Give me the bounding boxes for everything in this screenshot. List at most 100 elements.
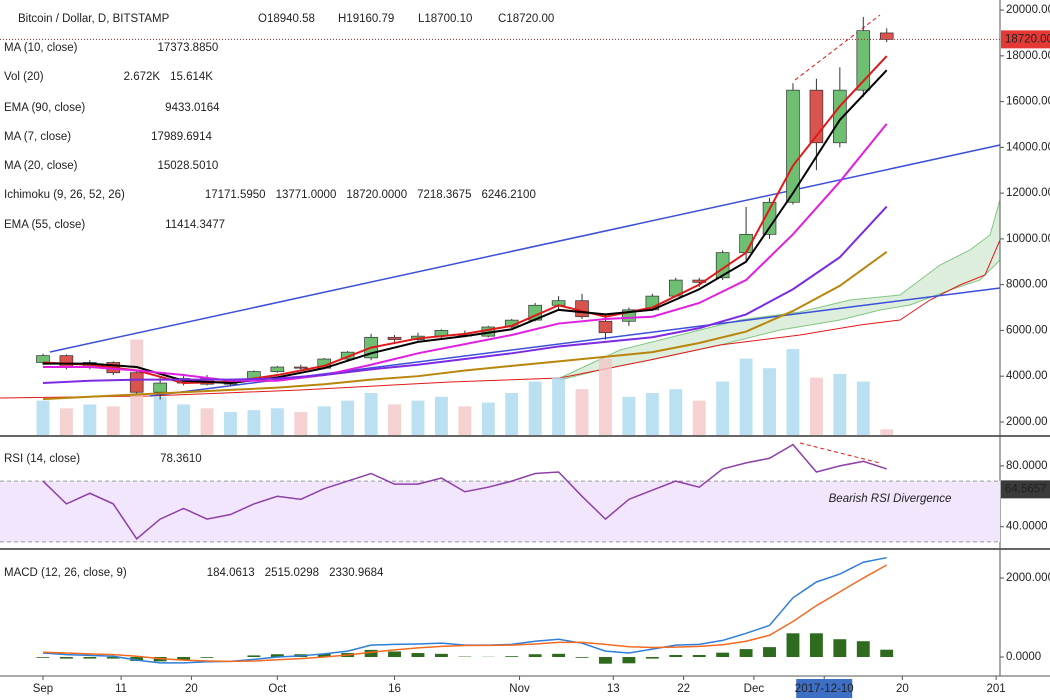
legend-label: MA (10, close): [4, 42, 78, 54]
candle-body: [387, 336, 402, 340]
volume-bar: [505, 393, 519, 435]
volume-bar: [692, 400, 706, 435]
histogram-bar: [880, 649, 894, 657]
volume-bar: [833, 373, 847, 435]
volume-bar: [224, 412, 237, 435]
candle-body: [59, 355, 74, 368]
volume-bar: [270, 408, 284, 435]
divergence-line: [794, 14, 881, 81]
legend-value: 184.0613: [207, 567, 255, 579]
histogram-bar: [809, 633, 823, 657]
plot-layer: 2000.00 4000.00 6000.00 8000.00 10000.00 1200…: [0, 4, 1050, 698]
candle-body: [270, 366, 285, 372]
volume-bar: [552, 377, 566, 435]
moving-average: [42, 123, 888, 382]
rsi-tag: [1001, 480, 1050, 499]
histogram-bar: [645, 656, 659, 659]
volume-bar: [177, 404, 191, 435]
y-tick-label: 80.0000: [1006, 460, 1048, 472]
y-tick-label: 18000.00: [1006, 50, 1050, 62]
volume-bar: [809, 377, 823, 435]
volume-bar: [83, 404, 97, 435]
histogram-bar: [692, 655, 706, 657]
histogram-bar: [434, 653, 448, 657]
ohlc-close: C18720.00: [498, 13, 554, 25]
histogram-bar: [270, 654, 284, 657]
volume-bar: [294, 412, 308, 435]
legend-label: EMA (55, close): [4, 219, 85, 231]
y-tick-label: 8000.00: [1006, 279, 1048, 291]
histogram-bar: [200, 656, 214, 658]
candle-body: [879, 32, 894, 40]
volume-bar: [341, 400, 355, 435]
volume-bar: [856, 381, 870, 435]
volume-bar: [739, 358, 753, 435]
last-price-tag: [1001, 30, 1050, 49]
histogram-bar: [364, 649, 378, 657]
candle-body: [129, 372, 144, 393]
annotation: Bearish RSI Divergence: [829, 493, 952, 505]
moving-average: [42, 69, 888, 385]
volume-bar: [36, 400, 50, 435]
legend-value: 2.672K: [124, 71, 161, 83]
candle-body: [598, 320, 613, 334]
x-tick-label: 2017-12-10: [795, 683, 854, 695]
histogram-bar: [669, 655, 683, 657]
candle-body: [153, 382, 167, 393]
volume-bar: [364, 393, 378, 435]
legend-value: 9433.0164: [165, 102, 220, 114]
histogram-bar: [856, 641, 870, 657]
x-tick-label: 20: [185, 683, 198, 695]
volume-bar: [434, 396, 448, 435]
volume-bar: [645, 393, 659, 435]
histogram-bar: [786, 633, 800, 657]
legend-value: 15028.5010: [158, 160, 219, 172]
x-tick-label: Oct: [268, 683, 287, 695]
legend-label: Vol (20): [4, 71, 44, 83]
candle-body: [856, 30, 871, 91]
ohlc-low: L18700.10: [418, 13, 472, 25]
moving-average: [42, 251, 888, 401]
rsi-tag-label: 64.5657: [1005, 483, 1047, 495]
legend-value: 13771.0000: [276, 189, 337, 201]
y-tick-label: 2000.00: [1006, 416, 1048, 428]
legend-label: MACD (12, 26, close, 9): [4, 567, 127, 579]
volume-bar: [481, 402, 495, 435]
histogram-bar: [388, 651, 401, 657]
y-tick-label: 2000.0000: [1006, 572, 1050, 584]
legend-value: 15.614K: [170, 71, 213, 83]
histogram-bar: [177, 656, 191, 660]
volume-bar: [153, 396, 167, 435]
histogram-bar: [528, 654, 542, 657]
x-tick-label: Nov: [509, 683, 530, 695]
legend-value: 78.3610: [160, 453, 202, 465]
volume-bar: [247, 410, 261, 435]
histogram-bar: [552, 653, 566, 657]
legend-value: 11414.3477: [165, 219, 225, 231]
histogram-bar: [505, 656, 519, 657]
histogram-bar: [317, 653, 331, 657]
y-tick-label: 40.0000: [1006, 521, 1048, 533]
volume-bar: [317, 406, 331, 435]
histogram-bar: [622, 656, 636, 664]
legend-value: 6246.2100: [481, 189, 535, 201]
last-price-label: 18720.00: [1005, 33, 1050, 45]
histogram-bar: [739, 649, 753, 657]
moving-average: [42, 55, 888, 385]
legend-label: EMA (90, close): [4, 102, 85, 114]
legend-value: 17373.8850: [158, 42, 219, 54]
candle-body: [786, 89, 800, 203]
legend-value: 18720.0000: [346, 189, 407, 201]
x-tick-label: 22: [677, 683, 690, 695]
histogram-bar: [247, 655, 261, 657]
legend-value: 17171.5950: [205, 189, 266, 201]
x-tick-label: 16: [388, 683, 401, 695]
legend-label: Ichimoku (9, 26, 52, 26): [4, 189, 125, 201]
candle-body: [809, 89, 824, 144]
histogram-bar: [599, 656, 612, 664]
histogram-bar: [763, 647, 776, 657]
histogram-bar: [36, 656, 50, 658]
candle-body: [340, 351, 355, 360]
